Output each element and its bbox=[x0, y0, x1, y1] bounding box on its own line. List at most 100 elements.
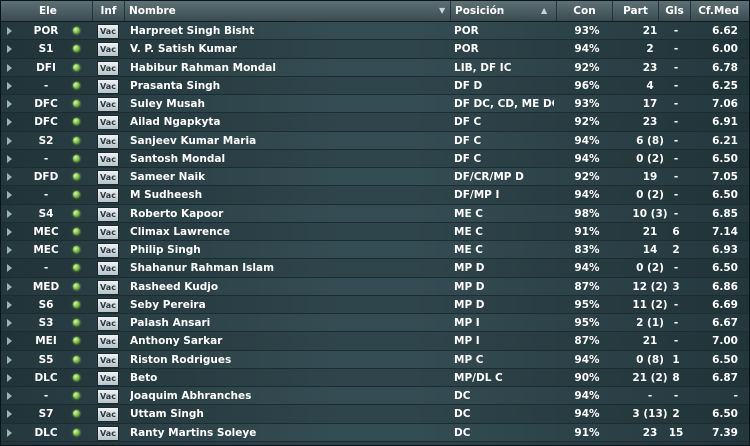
table-row[interactable]: S2 Vac Sanjeev Kumar Maria DF C 94% 6 (8) - 6.2… bbox=[1, 131, 749, 150]
table-row[interactable]: S7 Vac Uttam Singh DC 94% 3 (13) 2 6.50 bbox=[1, 405, 749, 424]
expand-arrow-icon[interactable] bbox=[7, 300, 12, 309]
cell-nombre[interactable]: Ailad Ngapkyta bbox=[130, 116, 221, 129]
column-header-part[interactable]: Part bbox=[613, 1, 659, 21]
table-row[interactable]: - Vac M Sudheesh DF/MP I 94% 0 (2) -6.50 bbox=[1, 186, 749, 205]
column-header-con[interactable]: Con bbox=[557, 1, 613, 21]
table-row[interactable]: DLC Vac Ranty Martins Soleye DC 91% 23 15 7.39 bbox=[1, 423, 749, 442]
inf-badge[interactable]: Vac bbox=[97, 352, 119, 368]
expand-arrow-icon[interactable] bbox=[7, 246, 12, 254]
expand-arrow-icon[interactable] bbox=[7, 45, 12, 54]
expand-arrow-icon[interactable] bbox=[7, 373, 12, 382]
table-row[interactable]: DFD Vac Sameer Naik DF/CR/MP D 92% 19 - 7.05 bbox=[1, 168, 749, 187]
table-row[interactable]: MED Vac Rasheed Kudjo MP D 87% 12 (2) 3 6.86 bbox=[1, 277, 749, 296]
expand-arrow-icon[interactable] bbox=[7, 410, 12, 419]
cell-nombre[interactable]: Philip Singh bbox=[130, 244, 201, 256]
table-row[interactable]: S5 Vac Riston Rodrigues MP C 94% 0 (8) 1 6.50 bbox=[1, 350, 749, 369]
cell-nombre[interactable]: Harpreet Singh Bisht bbox=[130, 25, 255, 37]
cell-nombre[interactable]: Shahanur Rahman Islam bbox=[130, 262, 275, 275]
inf-badge[interactable]: Vac bbox=[97, 24, 119, 39]
expand-arrow-icon[interactable] bbox=[7, 118, 12, 127]
table-row[interactable]: S4 Vac Roberto Kapoor ME C 98% 10 (3) - 6.85 bbox=[1, 204, 749, 223]
cell-nombre[interactable]: Anthony Sarkar bbox=[130, 335, 223, 348]
cell-nombre[interactable]: Palash Ansari bbox=[130, 317, 211, 329]
cell-nombre[interactable]: Climax Lawrence bbox=[130, 225, 230, 238]
cell-nombre[interactable]: Sanjeev Kumar Maria bbox=[130, 134, 257, 147]
cell-nombre[interactable]: Sameer Naik bbox=[130, 171, 206, 183]
cell-nombre[interactable]: Uttam Singh bbox=[130, 408, 204, 421]
inf-badge[interactable]: Vac bbox=[97, 389, 119, 404]
expand-arrow-icon[interactable] bbox=[7, 63, 12, 72]
inf-badge[interactable]: Vac bbox=[97, 188, 119, 204]
inf-badge[interactable]: Vac bbox=[97, 78, 119, 94]
cell-nombre[interactable]: Roberto Kapoor bbox=[130, 207, 224, 220]
column-header-gls[interactable]: Gls bbox=[659, 1, 691, 21]
table-row[interactable]: - Vac Shahanur Rahman Islam MP D 94% 0 (2) -6.… bbox=[1, 259, 749, 278]
column-header-nombre[interactable]: Nombre ▼ bbox=[125, 1, 451, 21]
table-row[interactable]: S3 Vac Palash Ansari MP I 95% 2 (1) - 6.67 bbox=[1, 314, 749, 333]
cell-nombre[interactable]: Santosh Mondal bbox=[130, 152, 226, 165]
inf-badge[interactable]: Vac bbox=[97, 334, 119, 350]
table-row[interactable]: DFC Vac Ailad Ngapkyta DF C 92% 23 - 6.91 bbox=[1, 113, 749, 132]
expand-arrow-icon[interactable] bbox=[7, 428, 12, 437]
expand-arrow-icon[interactable] bbox=[7, 27, 12, 35]
table-row[interactable]: - Vac Santosh Mondal DF C 94% 0 (2) -6.50 bbox=[1, 149, 749, 168]
inf-badge[interactable]: Vac bbox=[97, 224, 119, 240]
inf-badge[interactable]: Vac bbox=[97, 243, 119, 258]
column-header-posicion[interactable]: Posición ▲ bbox=[451, 1, 557, 21]
inf-badge[interactable]: Vac bbox=[97, 316, 119, 331]
expand-arrow-icon[interactable] bbox=[7, 81, 12, 90]
table-row[interactable]: - Vac Joaquim Abhranches DC 94% - - - bbox=[1, 387, 749, 406]
expand-arrow-icon[interactable] bbox=[7, 337, 12, 346]
expand-arrow-icon[interactable] bbox=[7, 355, 12, 364]
cell-nombre[interactable]: Beto bbox=[130, 371, 158, 384]
table-row[interactable]: S6 Vac Seby Pereira MP D 95% 11 (2) - 6.69 bbox=[1, 295, 749, 314]
expand-arrow-icon[interactable] bbox=[7, 136, 12, 145]
inf-badge[interactable]: Vac bbox=[97, 206, 119, 222]
expand-arrow-icon[interactable] bbox=[7, 154, 12, 163]
cell-nombre[interactable]: Seby Pereira bbox=[130, 298, 206, 311]
cell-nombre[interactable]: M Sudheesh bbox=[130, 189, 203, 202]
column-header-cfmed[interactable]: Cf.Med bbox=[698, 5, 739, 17]
table-row[interactable]: - Vac Prasanta Singh DF D 96% 4 - 6.25 bbox=[1, 76, 749, 95]
expand-arrow-icon[interactable] bbox=[7, 264, 12, 273]
expand-arrow-icon[interactable] bbox=[7, 392, 12, 400]
expand-arrow-icon[interactable] bbox=[7, 100, 12, 108]
column-header-ele[interactable]: Ele bbox=[1, 1, 93, 21]
expand-arrow-icon[interactable] bbox=[7, 191, 12, 200]
table-row[interactable]: DFC Vac Suley Musah DF DC, CD, ME DC 93% 17 - 7… bbox=[1, 95, 749, 114]
cell-nombre[interactable]: Habibur Rahman Mondal bbox=[130, 61, 276, 74]
table-row[interactable]: POR Vac Harpreet Singh Bisht POR 93% 21 - 6.62 bbox=[1, 22, 749, 41]
cell-nombre[interactable]: V. P. Satish Kumar bbox=[130, 43, 238, 56]
inf-badge[interactable]: Vac bbox=[97, 133, 119, 149]
expand-arrow-icon[interactable] bbox=[7, 319, 12, 327]
table-row[interactable]: MEC Vac Philip Singh ME C 83% 14 2 6.93 bbox=[1, 241, 749, 260]
table-row[interactable]: DLC Vac Beto MP/DL C 90% 21 (2) 8 6.87 bbox=[1, 368, 749, 387]
cell-nombre[interactable]: Joaquim Abhranches bbox=[130, 390, 252, 402]
table-row[interactable]: MEI Vac Anthony Sarkar MP I 87% 21 - 7.00 bbox=[1, 332, 749, 351]
cell-nombre[interactable]: Rasheed Kudjo bbox=[130, 280, 219, 293]
column-header-inf[interactable]: Inf bbox=[93, 1, 125, 21]
expand-arrow-icon[interactable] bbox=[7, 282, 12, 291]
table-row[interactable]: S1 Vac V. P. Satish Kumar POR 94% 2 - 6.00 bbox=[1, 40, 749, 59]
expand-arrow-icon[interactable] bbox=[7, 209, 12, 218]
inf-badge[interactable]: Vac bbox=[97, 297, 119, 313]
inf-badge[interactable]: Vac bbox=[97, 170, 119, 185]
cell-nombre[interactable]: Riston Rodrigues bbox=[130, 353, 232, 366]
cell-nombre[interactable]: Ranty Martins Soleye bbox=[130, 426, 257, 439]
table-row[interactable]: DFI Vac Habibur Rahman Mondal LIB, DF IC 92%… bbox=[1, 58, 749, 77]
inf-badge[interactable]: Vac bbox=[97, 151, 119, 167]
cell-nombre[interactable]: Suley Musah bbox=[130, 98, 205, 110]
inf-badge[interactable]: Vac bbox=[97, 425, 119, 441]
expand-arrow-icon[interactable] bbox=[7, 227, 12, 236]
inf-badge[interactable]: Vac bbox=[97, 60, 119, 76]
inf-badge[interactable]: Vac bbox=[97, 115, 119, 131]
table-row[interactable]: MEC Vac Climax Lawrence ME C 91% 21 6 7.14 bbox=[1, 222, 749, 241]
inf-badge[interactable]: Vac bbox=[97, 97, 119, 112]
cell-nombre[interactable]: Prasanta Singh bbox=[130, 79, 221, 92]
inf-badge[interactable]: Vac bbox=[97, 261, 119, 277]
inf-badge[interactable]: Vac bbox=[97, 279, 119, 295]
inf-badge[interactable]: Vac bbox=[97, 42, 119, 58]
expand-arrow-icon[interactable] bbox=[7, 173, 12, 181]
inf-badge[interactable]: Vac bbox=[97, 370, 119, 386]
inf-badge[interactable]: Vac bbox=[97, 407, 119, 423]
